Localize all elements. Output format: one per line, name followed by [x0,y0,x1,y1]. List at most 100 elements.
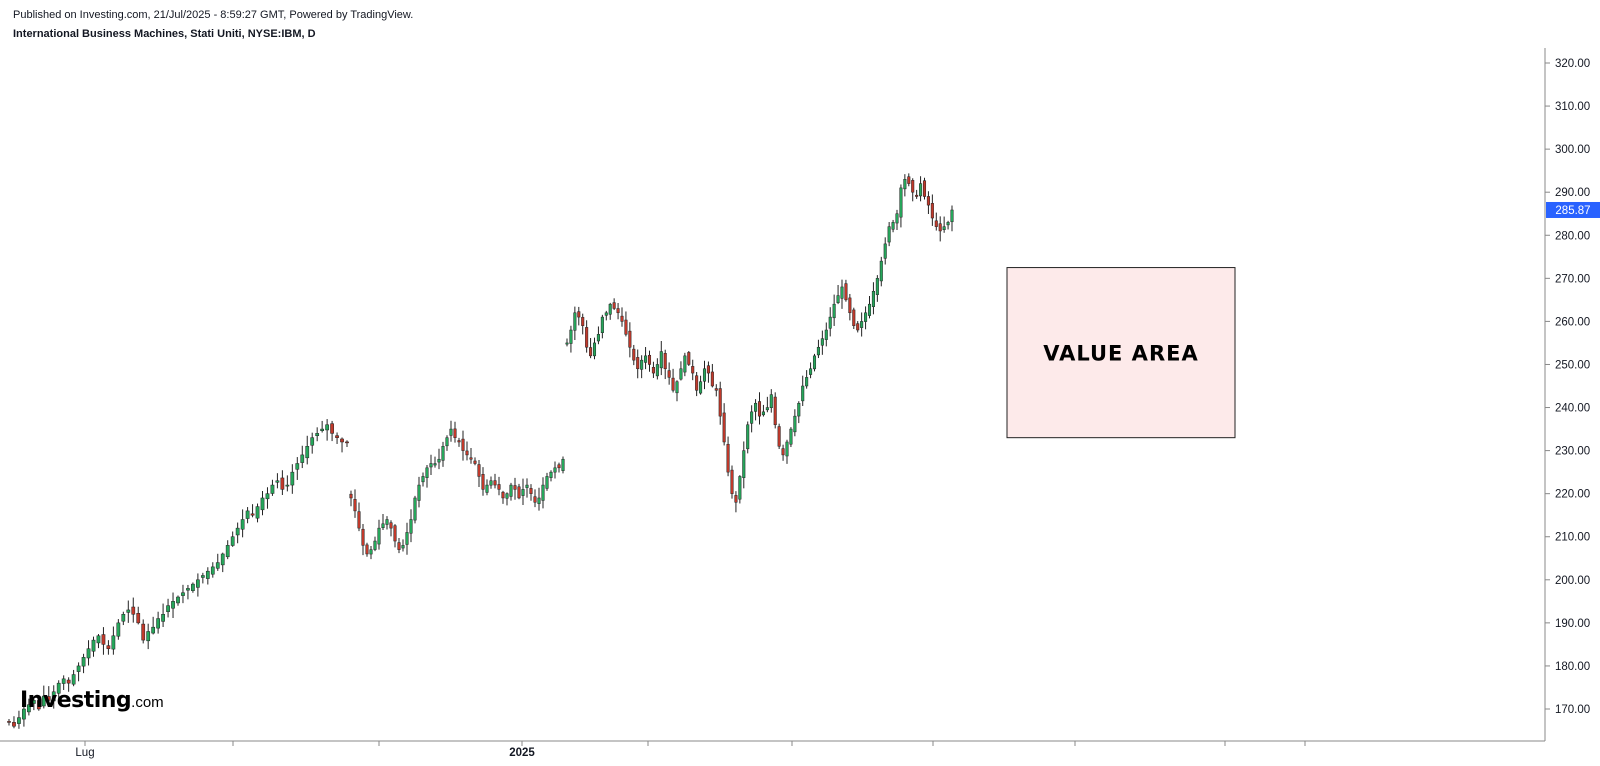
candle-body [891,222,895,230]
y-tick-label: 240.00 [1555,403,1590,415]
y-axis: 170.00 180.00 190.00 200.00 210.00 220.00 230.… [1544,48,1600,741]
candle-body [437,458,441,463]
candle-body [310,437,315,446]
candle-body [789,428,793,445]
candle-body [663,353,667,370]
candle-body [612,302,616,309]
candle-body [616,308,620,314]
candle-body [824,329,828,340]
candle-body [389,522,393,529]
candle-body [111,635,116,650]
candle-body [46,696,51,701]
y-tick-label: 290.00 [1555,187,1590,199]
candle-body [36,700,41,710]
candle-body [176,596,180,604]
candle-body [425,467,429,478]
y-tick-label: 180.00 [1555,661,1590,673]
candle-body [513,485,517,490]
candle-body [734,495,738,503]
candle-body [934,220,938,227]
candle-body [91,639,96,652]
candle-body [856,323,860,331]
candle-body [421,476,425,483]
candle-body [517,486,521,499]
candle-body [275,480,280,483]
candle-body [441,446,445,461]
candle-body [714,388,718,391]
candle-body [706,365,710,374]
candle-body [600,316,604,333]
candle-body [385,519,389,525]
value-area-box[interactable] [1006,267,1236,439]
candle-body [549,471,553,478]
candle-body [86,648,91,659]
candle-body [126,609,131,613]
candle-body [864,312,868,322]
candle-body [116,622,121,637]
candle-body [840,286,844,299]
candle-body [726,443,730,473]
value-area-label: VALUE AREA [1043,342,1198,366]
candle-body [345,441,349,444]
candle-body [66,679,71,684]
logo-wordmark: Investing [20,688,132,713]
candle-body [812,355,817,370]
candle-body [280,477,285,490]
candle-body [871,291,875,307]
candle-body [505,493,509,499]
y-tick-label: 200.00 [1555,575,1590,587]
candle-body [942,226,946,230]
candle-body [777,426,781,447]
candle-body [683,355,687,373]
candle-body [320,428,325,431]
candle-body [76,665,81,672]
last-price-tag [1546,201,1600,218]
y-tick-label: 250.00 [1555,359,1590,371]
candle-body [215,562,220,569]
candle-body [477,464,481,477]
candle-body [628,330,632,348]
candle-body [357,511,361,529]
candle-body [285,484,290,487]
candle-body [852,309,856,326]
candle-body [950,209,954,223]
candle-body [624,319,628,335]
candle-body [465,450,469,456]
candle-body [565,342,569,345]
candle-body [353,499,357,512]
candle-body [529,488,533,494]
candle-body [640,359,644,370]
candle-body [930,203,934,219]
candle-body [750,411,754,424]
candle-body [156,618,160,629]
candle-body [96,635,101,644]
candle-body [730,469,734,494]
candle-body [429,463,433,468]
candle-body [875,278,879,295]
candle-body [608,303,612,315]
candle-body [773,396,777,426]
candle-body [561,458,565,471]
logo-suffix: .com [131,694,164,711]
candle-body [699,381,703,394]
candle-body [260,497,265,511]
candle-body [844,283,848,301]
candle-body [300,454,305,463]
candle-body [220,553,225,566]
candle-body [754,402,758,412]
candle-body [17,717,21,724]
candle-body [365,544,369,555]
candle-body [883,243,887,259]
candle-body [433,463,437,466]
candle-body [489,480,493,486]
candle-body [41,695,46,707]
candle-body [679,368,683,380]
candle-body [592,342,597,357]
candle-body [585,327,589,348]
candle-body [710,371,714,387]
candle-body [497,484,501,490]
candle-body [340,438,344,443]
candle-body [461,438,465,451]
candle-body [473,460,477,464]
